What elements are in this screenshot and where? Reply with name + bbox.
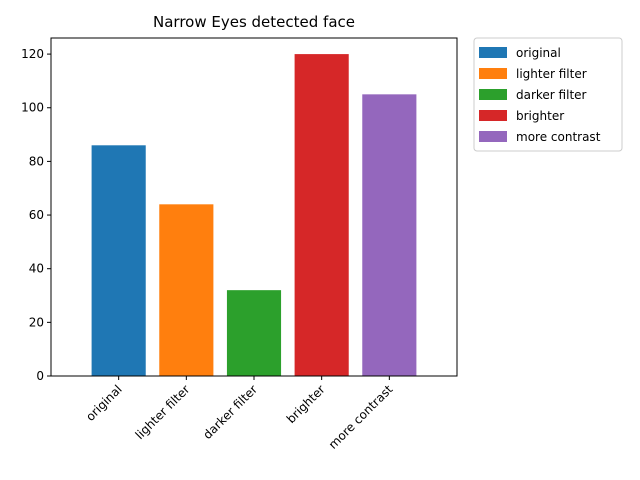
legend-label: more contrast [516,130,601,144]
legend-label: lighter filter [516,67,587,81]
legend-box [473,37,623,152]
bar-0 [91,145,146,376]
y-tick-label: 0 [36,369,44,383]
legend-label: original [516,46,561,60]
bar-2 [226,290,282,376]
x-tick-label: lighter filter [133,382,193,442]
legend-swatch [479,68,507,79]
legend-label: darker filter [516,88,587,102]
bar-3 [294,54,349,376]
bars-group [91,54,417,376]
chart-title: Narrow Eyes detected face [153,13,355,31]
legend-swatch [479,89,507,100]
plot-frame [50,37,458,377]
x-tick-label: original [83,382,125,424]
bar-1 [159,204,214,376]
bar-4 [362,94,417,376]
x-axis: original lighter filter darker filter brigh… [83,376,396,452]
y-tick-label: 20 [29,315,44,329]
y-tick-label: 80 [29,154,44,168]
legend-swatch [479,131,507,142]
legend-label: brighter [516,109,564,123]
y-tick-label: 60 [29,208,44,222]
y-tick-label: 120 [21,47,44,61]
legend: original lighter filter darker filter brigh… [473,37,623,152]
x-tick-label: brighter [284,382,328,426]
x-tick-label: darker filter [200,382,260,442]
y-tick-label: 100 [21,101,44,115]
legend-swatch [479,47,507,58]
y-axis: 0 20 40 60 80 100 120 [21,47,51,383]
y-tick-label: 40 [29,262,44,276]
x-tick-label: more contrast [326,382,396,452]
legend-swatch [479,110,507,121]
